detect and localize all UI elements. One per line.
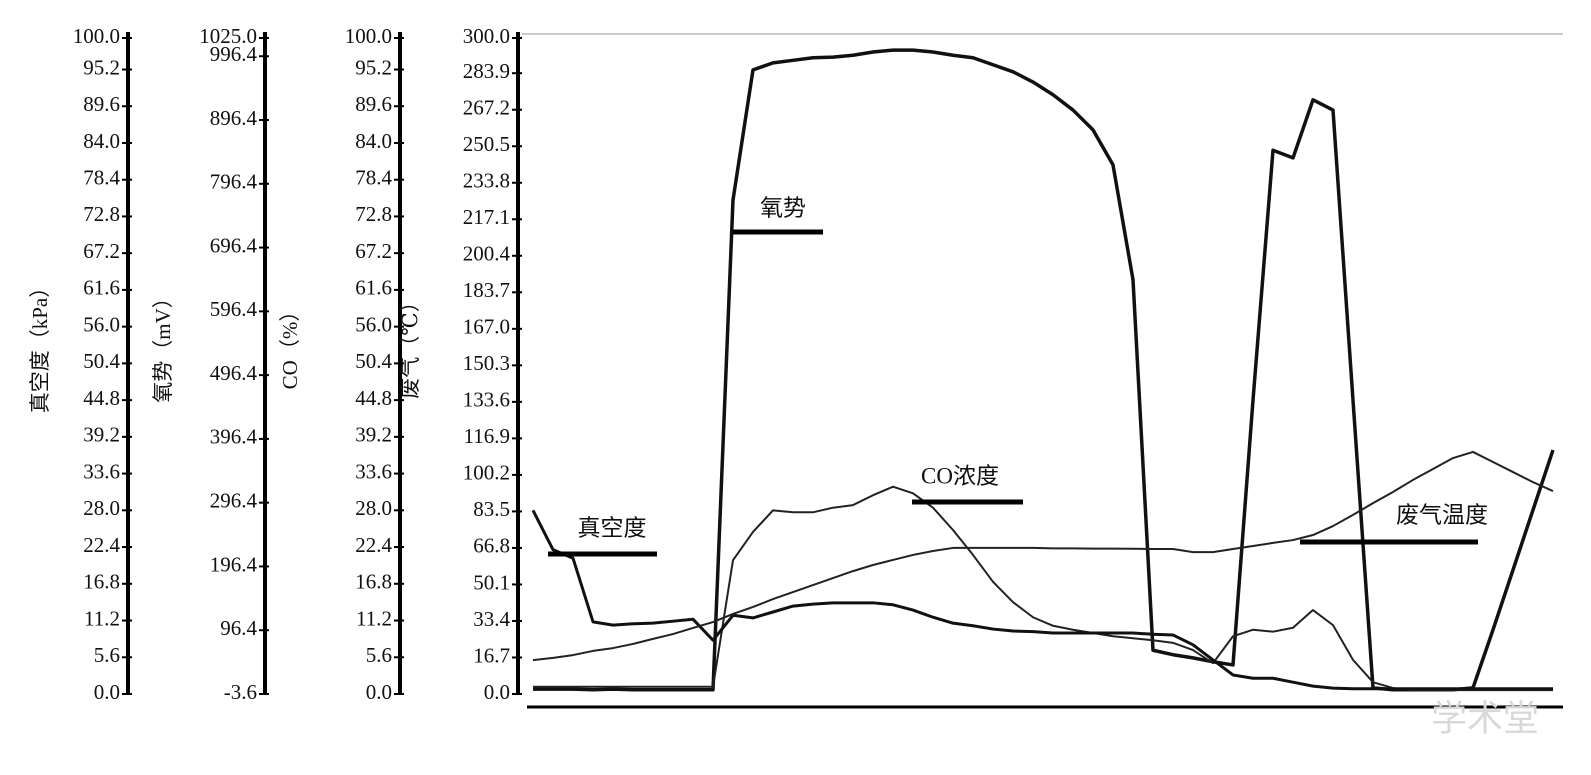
- y-tick-label: 33.4: [473, 607, 510, 631]
- y-tick-label: 100.0: [345, 24, 392, 48]
- y-tick-label: 150.3: [463, 351, 510, 375]
- y-tick-label: 5.6: [366, 643, 392, 667]
- y-tick-label: 78.4: [355, 166, 392, 190]
- y-tick-label: 283.9: [463, 59, 510, 83]
- y-tick-label: 896.4: [210, 106, 258, 130]
- y-tick-label: 83.5: [473, 497, 510, 521]
- y-tick-label: 44.8: [355, 386, 392, 410]
- y-axis-title: 氧势（mV）: [151, 287, 175, 403]
- y-tick-label: 61.6: [83, 276, 120, 300]
- y-tick-label: 396.4: [210, 425, 258, 449]
- y-tick-label: 296.4: [210, 488, 258, 512]
- y-tick-label: 300.0: [463, 24, 510, 48]
- y-tick-label: 5.6: [94, 643, 120, 667]
- y-tick-label: 56.0: [83, 312, 120, 336]
- y-tick-label: 11.2: [356, 606, 392, 630]
- y-tick-label: 72.8: [355, 202, 392, 226]
- y-tick-label: 217.1: [463, 205, 510, 229]
- y-tick-label: -3.6: [224, 680, 257, 704]
- y-tick-label: 28.0: [355, 496, 392, 520]
- series-line: [533, 48, 1555, 692]
- series-line: [533, 485, 1553, 692]
- y-tick-label: 116.9: [464, 424, 510, 448]
- y-tick-label: 16.8: [83, 570, 120, 594]
- y-tick-label: 133.6: [463, 388, 510, 412]
- y-tick-label: 33.6: [355, 459, 392, 483]
- y-axis-title: 真空度（kPa）: [28, 277, 52, 414]
- y-tick-label: 167.0: [463, 315, 510, 339]
- y-tick-label: 183.7: [463, 278, 510, 302]
- y-axis-title: 废气（℃）: [398, 291, 422, 399]
- y-tick-label: 0.0: [94, 680, 120, 704]
- y-tick-label: 39.2: [83, 423, 120, 447]
- series-label: 废气温度: [1396, 502, 1488, 527]
- y-tick-label: 56.0: [355, 312, 392, 336]
- series-line: [532, 450, 1554, 662]
- y-tick-label: 16.8: [355, 570, 392, 594]
- y-tick-label: 100.0: [73, 24, 120, 48]
- y-tick-label: 996.4: [210, 42, 258, 66]
- y-tick-label: 66.8: [473, 534, 510, 558]
- y-tick-label: 250.5: [463, 132, 510, 156]
- y-tick-label: 89.6: [355, 92, 392, 116]
- y-tick-label: 39.2: [355, 423, 392, 447]
- y-tick-label: 72.8: [83, 202, 120, 226]
- y-axis-title: CO（%）: [278, 301, 302, 390]
- series-label: 氧势: [760, 195, 806, 220]
- y-tick-label: 233.8: [463, 169, 510, 193]
- series-line: [531, 509, 1553, 691]
- y-tick-label: 496.4: [210, 361, 258, 385]
- y-tick-label: 16.7: [473, 643, 510, 667]
- y-tick-label: 78.4: [83, 166, 120, 190]
- y-tick-label: 22.4: [83, 533, 120, 557]
- y-tick-label: 84.0: [83, 129, 120, 153]
- series-label: CO浓度: [921, 463, 999, 488]
- y-tick-label: 100.2: [463, 461, 510, 485]
- y-tick-label: 50.1: [473, 570, 510, 594]
- y-tick-label: 84.0: [355, 129, 392, 153]
- y-tick-label: 96.4: [220, 616, 257, 640]
- series-label: 真空度: [578, 515, 647, 540]
- y-tick-label: 89.6: [83, 92, 120, 116]
- y-tick-label: 796.4: [210, 170, 258, 194]
- y-tick-label: 267.2: [463, 96, 510, 120]
- y-tick-label: 50.4: [355, 349, 392, 373]
- y-tick-label: 67.2: [83, 239, 120, 263]
- y-tick-label: 33.6: [83, 459, 120, 483]
- y-tick-label: 11.2: [84, 606, 120, 630]
- y-tick-label: 50.4: [83, 349, 120, 373]
- y-tick-label: 196.4: [210, 552, 258, 576]
- watermark: 学术堂: [1431, 698, 1539, 738]
- y-tick-label: 95.2: [83, 55, 120, 79]
- y-tick-label: 200.4: [463, 242, 511, 266]
- y-tick-label: 67.2: [355, 239, 392, 263]
- y-tick-label: 28.0: [83, 496, 120, 520]
- y-tick-label: 0.0: [484, 680, 510, 704]
- y-tick-label: 596.4: [210, 297, 258, 321]
- y-tick-label: 95.2: [355, 55, 392, 79]
- y-tick-label: 44.8: [83, 386, 120, 410]
- y-tick-label: 22.4: [355, 533, 392, 557]
- y-tick-label: 0.0: [366, 680, 392, 704]
- y-tick-label: 1025.0: [199, 24, 257, 48]
- y-tick-label: 61.6: [355, 276, 392, 300]
- y-tick-label: 696.4: [210, 233, 258, 257]
